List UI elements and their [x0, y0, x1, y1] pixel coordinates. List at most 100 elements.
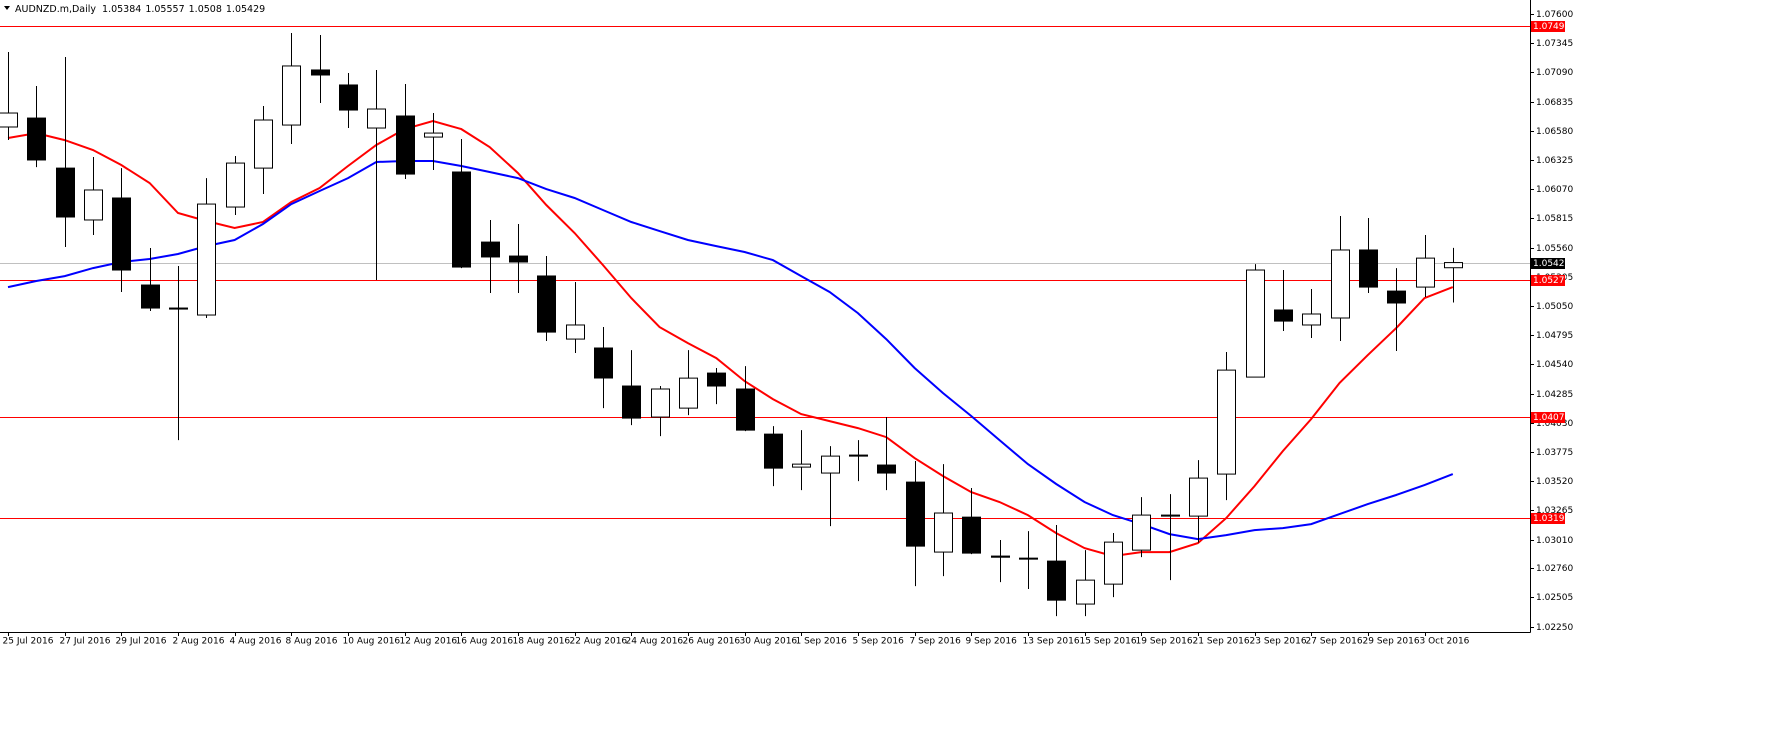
y-tick-label: 1.02760: [1536, 564, 1573, 574]
x-tick-label: 12 Aug 2016: [400, 637, 458, 647]
candle-body: [141, 284, 160, 309]
candle-body: [991, 555, 1010, 558]
level-tag-label: 1.05273: [1533, 276, 1570, 286]
candle-body: [169, 307, 188, 310]
candle-body: [1161, 514, 1180, 517]
y-tick-label: 1.04540: [1536, 360, 1573, 370]
candle-body: [367, 108, 386, 129]
y-tick-label: 1.04030: [1536, 419, 1573, 429]
candle-body: [566, 324, 585, 340]
x-tick-label: 24 Aug 2016: [626, 637, 684, 647]
y-tick-label: 1.03520: [1536, 477, 1573, 487]
candle-body: [1359, 249, 1378, 288]
y-tick-label: 1.06325: [1536, 156, 1573, 166]
x-tick-label: 27 Sep 2016: [1306, 637, 1363, 647]
candle-body: [849, 454, 868, 457]
candle-body: [396, 115, 415, 175]
y-tick-label: 1.05560: [1536, 244, 1573, 254]
chart-header: AUDNZD.m,Daily 1.05384 1.05557 1.0508 1.0542…: [15, 4, 265, 15]
y-tick-label: 1.04285: [1536, 390, 1573, 400]
plot-area: [0, 26, 1530, 617]
y-tick-label: 1.06835: [1536, 98, 1573, 108]
candle-body: [1047, 560, 1066, 601]
candle-body: [622, 385, 641, 419]
x-tick-label: 22 Aug 2016: [570, 637, 628, 647]
low-value: 1.0508: [189, 4, 222, 15]
candle-body: [1246, 269, 1265, 378]
candle-body: [1387, 290, 1406, 304]
candle-body: [1416, 257, 1435, 288]
x-tick-label: 29 Sep 2016: [1363, 637, 1420, 647]
candle-body: [1444, 262, 1463, 269]
candle-body: [1302, 313, 1321, 326]
moving-average: [7, 119, 1454, 558]
x-tick-label: 13 Sep 2016: [1023, 637, 1080, 647]
y-tick-label: 1.07345: [1536, 39, 1573, 49]
candle-body: [27, 117, 46, 161]
menu-arrow[interactable]: [4, 6, 10, 10]
x-tick-label: 18 Aug 2016: [513, 637, 571, 647]
x-tick-label: 19 Sep 2016: [1136, 637, 1193, 647]
y-tick-label: 1.07600: [1536, 10, 1573, 20]
x-tick-label: 25 Jul 2016: [3, 637, 54, 647]
y-tick-label: 1.03265: [1536, 506, 1573, 516]
candle-body: [906, 481, 925, 547]
y-tick-label: 1.03010: [1536, 536, 1573, 546]
x-tick-label: 29 Jul 2016: [116, 637, 167, 647]
x-tick-label: 26 Aug 2016: [683, 637, 741, 647]
y-tick-label: 1.06070: [1536, 185, 1573, 195]
candle-body: [226, 162, 245, 208]
y-tick-label: 1.07090: [1536, 68, 1573, 78]
candle-body: [1076, 579, 1095, 605]
candle-body: [877, 464, 896, 474]
current-price-tag: [1531, 258, 1565, 269]
candle-body: [1189, 477, 1208, 517]
close-value: 1.05429: [226, 4, 265, 15]
x-tick-label: 30 Aug 2016: [740, 637, 798, 647]
candle-body: [707, 372, 726, 387]
candle-body: [424, 132, 443, 138]
candle-body: [821, 455, 840, 474]
y-tick-label: 1.03775: [1536, 448, 1573, 458]
open-value: 1.05384: [102, 4, 141, 15]
x-tick-label: 5 Sep 2016: [853, 637, 905, 647]
x-tick-label: 8 Aug 2016: [286, 637, 338, 647]
x-tick-label: 7 Sep 2016: [910, 637, 962, 647]
x-tick-label: 23 Sep 2016: [1250, 637, 1307, 647]
level-tag: [1531, 275, 1565, 286]
candle-body: [112, 197, 131, 271]
candle-body: [679, 377, 698, 409]
moving-average: [7, 160, 1454, 541]
x-tick-label: 9 Sep 2016: [966, 637, 1018, 647]
candle-body: [962, 516, 981, 554]
y-tick-label: 1.02505: [1536, 593, 1573, 603]
candle-body: [282, 65, 301, 126]
x-tick-label: 15 Sep 2016: [1080, 637, 1137, 647]
candle-body: [197, 203, 216, 316]
candle-body: [481, 241, 500, 258]
x-tick-label: 21 Sep 2016: [1193, 637, 1250, 647]
high-value: 1.05557: [145, 4, 184, 15]
candle-body: [0, 112, 18, 128]
candle-body: [537, 275, 556, 333]
price-axis: 1.07600 1.07345 1.07090 1.06835 1.06580 1.063…: [3, 10, 1574, 647]
x-tick-label: 27 Jul 2016: [60, 637, 111, 647]
candle-body: [452, 171, 471, 268]
candle-body: [594, 347, 613, 379]
chart-title: AUDNZD.m,Daily: [15, 4, 96, 15]
x-tick-label: 3 Oct 2016: [1420, 637, 1470, 647]
candle-body: [509, 255, 528, 263]
y-tick-label: 1.05815: [1536, 214, 1573, 224]
candle-body: [254, 119, 273, 169]
x-tick-label: 10 Aug 2016: [343, 637, 401, 647]
candle-body: [1132, 514, 1151, 551]
current-price-label: 1.05429: [1533, 259, 1570, 269]
candle-body: [1331, 249, 1350, 319]
candle-body: [651, 388, 670, 418]
candle-body: [84, 189, 103, 221]
y-tick-label: 1.06580: [1536, 127, 1573, 137]
y-tick-label: 1.05050: [1536, 302, 1573, 312]
